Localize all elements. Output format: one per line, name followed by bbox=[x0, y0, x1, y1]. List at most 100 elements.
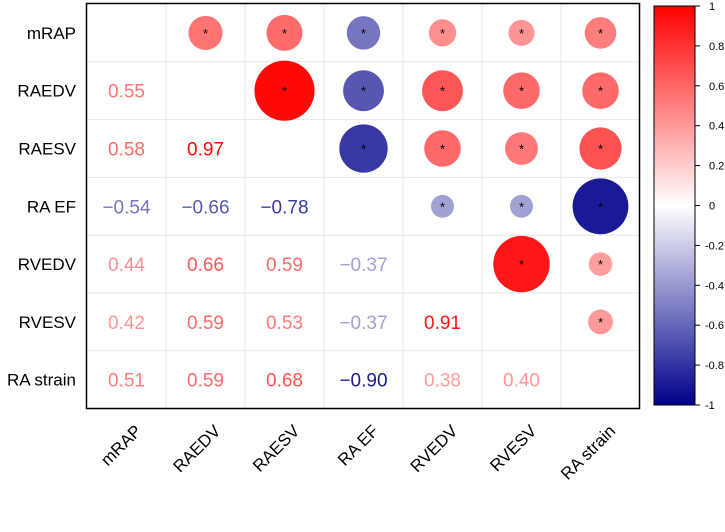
significance-marker: * bbox=[361, 26, 366, 41]
colorbar-gradient bbox=[653, 5, 696, 406]
corr-value-5-2: 0.53 bbox=[266, 313, 303, 334]
corr-value-6-1: 0.59 bbox=[187, 371, 224, 392]
corr-circle bbox=[343, 70, 384, 112]
row-label: RAEDV bbox=[17, 82, 76, 101]
corr-circle-4-5: * bbox=[493, 235, 550, 293]
grid-lines bbox=[87, 4, 640, 409]
significance-marker: * bbox=[519, 142, 524, 157]
significance-marker: * bbox=[598, 315, 603, 330]
significance-marker: * bbox=[282, 26, 287, 41]
corr-value-5-3: −0.37 bbox=[339, 313, 387, 334]
significance-marker: * bbox=[519, 84, 524, 99]
corr-value-4-2: 0.59 bbox=[266, 255, 303, 276]
significance-marker: * bbox=[361, 142, 366, 157]
corr-circle bbox=[572, 178, 629, 235]
significance-marker: * bbox=[440, 142, 445, 157]
corr-circle bbox=[579, 127, 622, 170]
column-label: RAEDV bbox=[169, 421, 224, 476]
corr-value-3-0: −0.54 bbox=[102, 197, 151, 218]
colorbar-tick-label: -1 bbox=[705, 400, 715, 412]
corr-circle bbox=[424, 130, 461, 167]
matrix-frame bbox=[85, 2, 641, 410]
colorbar-tick-label: 0.8 bbox=[709, 41, 724, 53]
corr-value-4-0: 0.44 bbox=[108, 255, 145, 276]
corr-circle-1-2: * bbox=[254, 60, 315, 121]
corr-circle-1-5: * bbox=[503, 72, 540, 109]
colorbar-tick-label: 0.4 bbox=[709, 121, 724, 133]
colorbar-tick-label: 1 bbox=[709, 1, 715, 13]
corr-circle-0-5: * bbox=[508, 19, 535, 46]
corr-value-6-0: 0.51 bbox=[108, 371, 145, 392]
row-label: RVEDV bbox=[18, 255, 77, 274]
corr-circle-4-6: * bbox=[588, 252, 613, 276]
corr-circle-3-6: * bbox=[572, 178, 629, 235]
corr-circle bbox=[428, 19, 457, 47]
corr-value-4-3: −0.37 bbox=[339, 255, 387, 276]
significance-marker: * bbox=[440, 26, 445, 41]
corr-value-6-5: 0.40 bbox=[503, 371, 540, 392]
significance-marker: * bbox=[519, 26, 524, 41]
corr-value-6-4: 0.38 bbox=[424, 371, 461, 392]
corr-value-5-0: 0.42 bbox=[108, 313, 145, 334]
column-label: RA EF bbox=[334, 421, 382, 469]
corr-circle bbox=[266, 14, 303, 51]
colorbar-tick-label: -0.6 bbox=[705, 320, 724, 332]
corr-value-6-3: −0.90 bbox=[339, 371, 387, 392]
corr-circle bbox=[584, 17, 617, 49]
significance-marker: * bbox=[598, 84, 603, 99]
colorbar-tick-label: -0.2 bbox=[705, 240, 724, 252]
significance-marker: * bbox=[440, 84, 445, 99]
corr-circle bbox=[588, 309, 613, 335]
column-label: mRAP bbox=[97, 421, 145, 469]
column-label: RAESV bbox=[249, 421, 304, 476]
corr-circle bbox=[188, 15, 223, 50]
significance-marker: * bbox=[519, 257, 524, 272]
significance-marker: * bbox=[203, 26, 208, 41]
corr-circle-3-5: * bbox=[510, 194, 533, 218]
corr-value-6-2: 0.68 bbox=[266, 371, 303, 392]
colorbar-tick-label: 0.2 bbox=[709, 161, 724, 173]
corr-circle-2-4: * bbox=[424, 130, 461, 167]
significance-marker: * bbox=[282, 84, 287, 99]
colorbar-tick-label: -0.4 bbox=[705, 280, 724, 292]
colorbar-tick-label: 0.6 bbox=[709, 81, 724, 93]
corr-circle bbox=[510, 194, 533, 218]
corr-circle bbox=[346, 16, 381, 50]
corr-circle-0-2: * bbox=[266, 14, 303, 51]
corr-value-2-1: 0.97 bbox=[187, 140, 224, 161]
corr-circle-1-3: * bbox=[343, 70, 384, 112]
row-label: RVESV bbox=[19, 313, 77, 332]
corr-circle-5-6: * bbox=[588, 309, 613, 335]
corr-value-3-1: −0.66 bbox=[181, 197, 229, 218]
corr-value-3-2: −0.78 bbox=[260, 197, 308, 218]
colorbar-tick-label: -0.8 bbox=[705, 360, 724, 372]
corr-value-2-0: 0.58 bbox=[108, 140, 145, 161]
significance-marker: * bbox=[440, 199, 445, 214]
corr-circle-3-4: * bbox=[431, 194, 454, 218]
colorbar-tick-label: 0 bbox=[709, 201, 715, 213]
corr-circle-2-5: * bbox=[505, 132, 538, 165]
corr-circle-1-4: * bbox=[422, 70, 463, 112]
corr-circle bbox=[582, 72, 619, 109]
row-labels: mRAP RAEDV RAESV RA EF RVEDV RVESV RA strain bbox=[7, 24, 77, 390]
corr-circle bbox=[422, 70, 463, 112]
corr-circle bbox=[588, 252, 613, 276]
row-label: mRAP bbox=[27, 24, 76, 43]
significance-marker: * bbox=[598, 142, 603, 157]
corr-value-5-1: 0.59 bbox=[187, 313, 224, 334]
column-labels: mRAP RAEDV RAESV RA EF RVEDV RVESV RA strain bbox=[97, 421, 619, 484]
colorbar: 1 0.8 0.6 0.4 0.2 0 -0.2 -0.4 -0.6 -0.8 -1 bbox=[653, 1, 724, 412]
corr-circle bbox=[493, 235, 550, 293]
corr-circle-0-6: * bbox=[584, 17, 617, 49]
column-label: RVEDV bbox=[407, 421, 462, 476]
matrix-cells: * * * * * * 0.55 * * * * * 0.58 0.97 * * * * −0.54 −0.66 −0.… bbox=[102, 14, 629, 392]
significance-marker: * bbox=[598, 257, 603, 272]
corr-value-4-1: 0.66 bbox=[187, 255, 224, 276]
column-label: RVESV bbox=[486, 421, 540, 475]
corr-circle-0-3: * bbox=[346, 16, 381, 50]
row-label: RA EF bbox=[27, 197, 76, 216]
corr-circle bbox=[339, 124, 388, 173]
significance-marker: * bbox=[361, 84, 366, 99]
corr-circle bbox=[505, 132, 538, 165]
